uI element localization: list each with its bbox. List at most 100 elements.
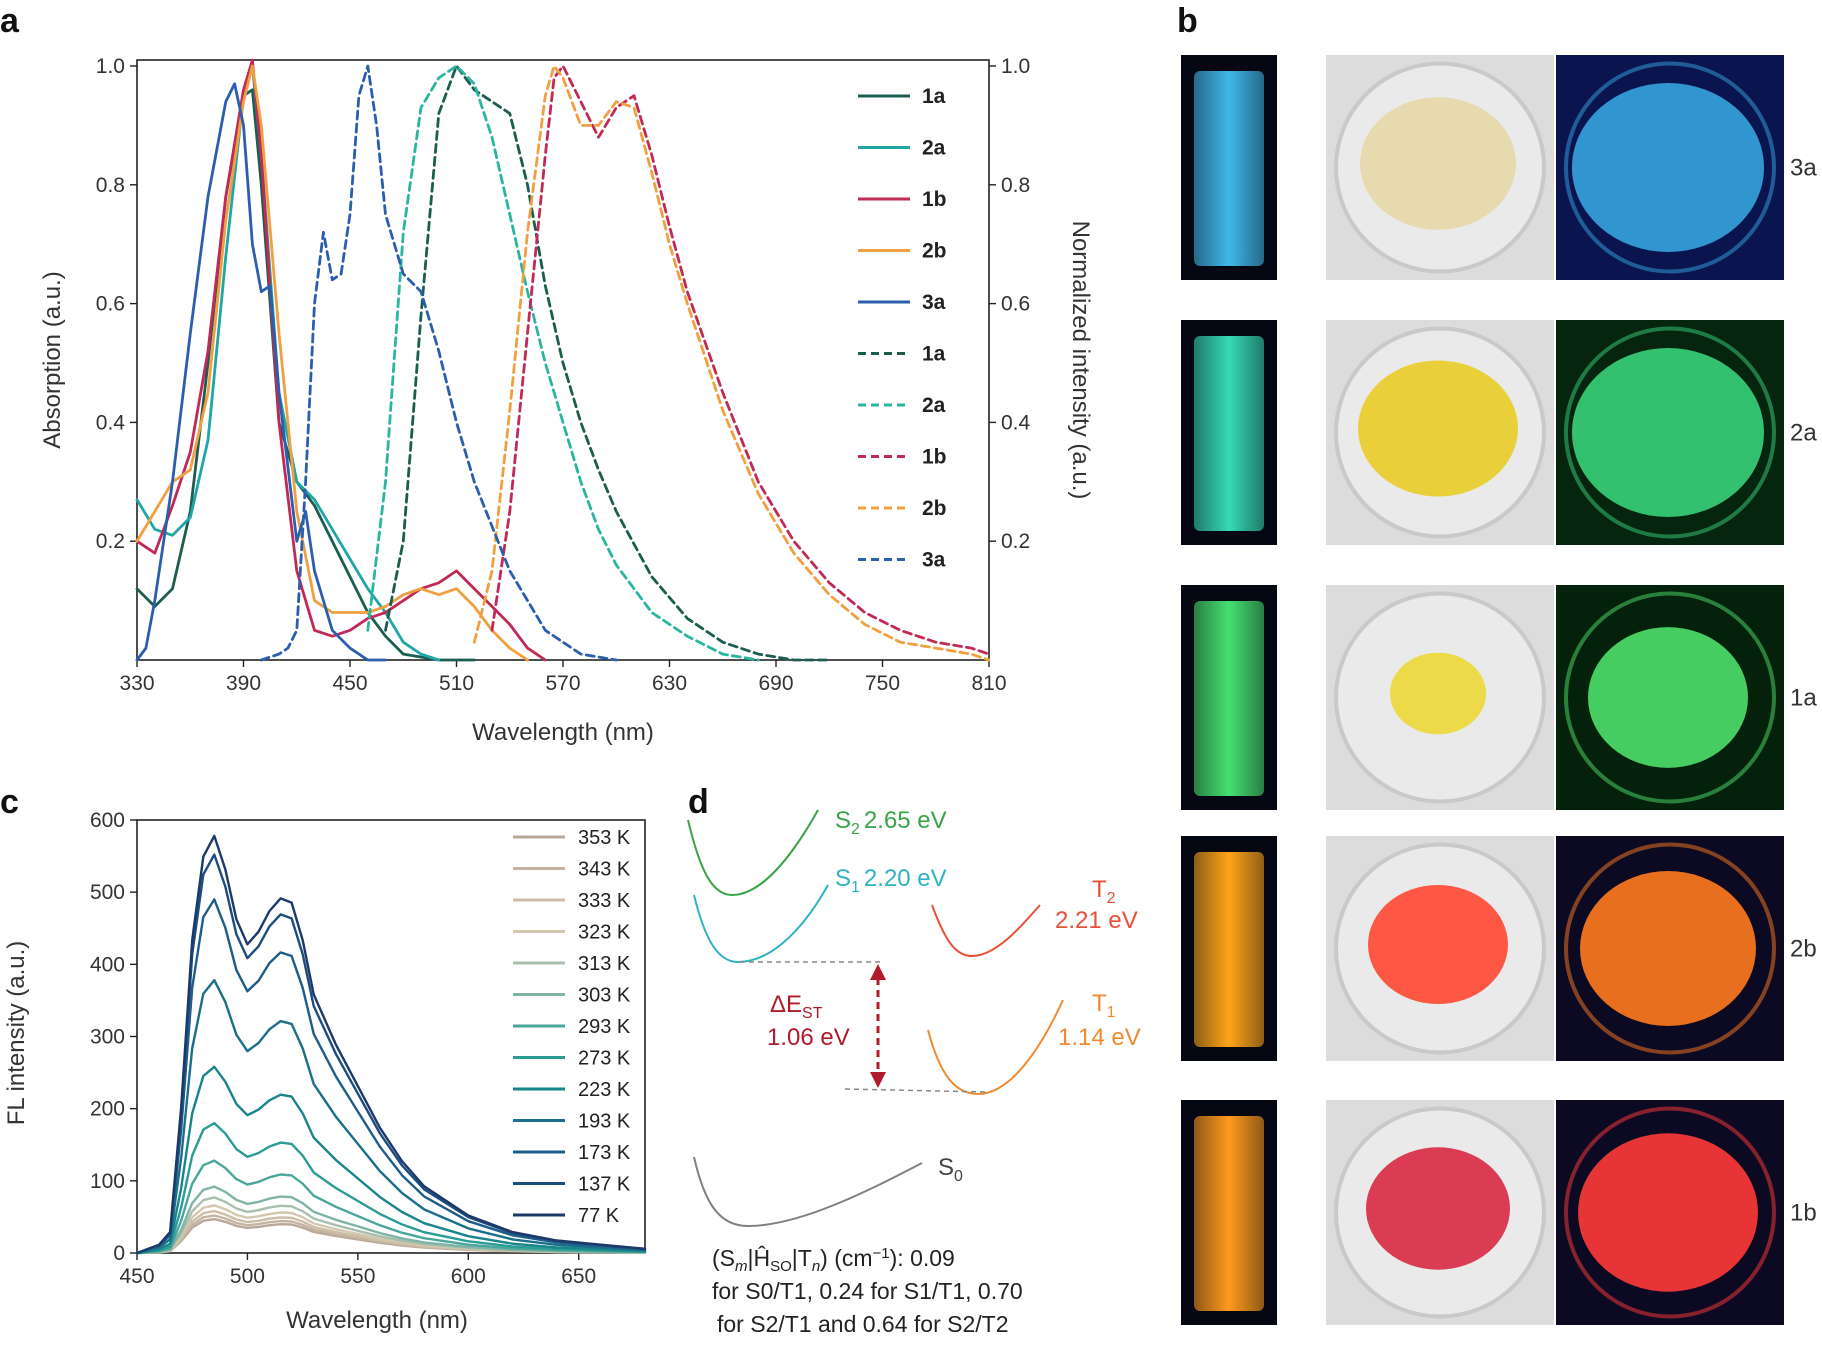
c-legend-label: 77 K bbox=[578, 1205, 620, 1227]
dest-arrow-head-down bbox=[870, 1072, 886, 1088]
vial-2b bbox=[1194, 852, 1264, 1047]
t1-label: T1 bbox=[1092, 990, 1116, 1021]
a-legend-label: 2a bbox=[922, 394, 946, 417]
c-series-223K bbox=[135, 1065, 647, 1255]
s1-label: S1 2.20 eV bbox=[835, 865, 947, 896]
powder-2a bbox=[1358, 360, 1518, 497]
glow-2b bbox=[1580, 871, 1756, 1026]
a-x-tick-label: 630 bbox=[652, 672, 687, 695]
panel-a-chart: 330 390 450 510 570 630 690 750 810 0.2 0.4 0.6 0.8… bbox=[39, 55, 1094, 746]
c-legend-label: 193 K bbox=[578, 1111, 631, 1133]
a-y-tick-label: 0.4 bbox=[96, 411, 126, 434]
c-legend-label: 323 K bbox=[578, 922, 631, 944]
a-x-tick-label: 570 bbox=[545, 672, 580, 695]
powder-1b bbox=[1366, 1147, 1510, 1270]
glow-3a bbox=[1572, 83, 1764, 252]
glow-1a bbox=[1588, 627, 1748, 768]
c-legend-label: 173 K bbox=[578, 1142, 631, 1164]
a-y-tick-label-right: 0.4 bbox=[1001, 411, 1031, 434]
a-legend-label: 2b bbox=[922, 240, 947, 263]
c-legend-label: 223 K bbox=[578, 1079, 631, 1101]
c-x-tick-label: 500 bbox=[230, 1265, 265, 1288]
a-y-tick-label: 0.8 bbox=[96, 174, 125, 197]
c-x-tick-label: 450 bbox=[119, 1265, 154, 1288]
petri-dish-uv bbox=[1564, 326, 1776, 539]
a-y-tick-label-right: 1.0 bbox=[1001, 55, 1030, 78]
vial-1a bbox=[1194, 601, 1264, 796]
s2-label: S2 2.65 eV bbox=[835, 807, 947, 838]
panel-c-y-axis: 0 100 200 300 400 500 600 bbox=[90, 809, 137, 1265]
s0-well-curve bbox=[693, 1156, 923, 1228]
a-legend-label: 1b bbox=[922, 188, 947, 211]
t1-well-fill bbox=[940, 1060, 1020, 1094]
vial-2a bbox=[1194, 336, 1264, 531]
s1-well-curve bbox=[693, 884, 829, 964]
c-x-tick-label: 650 bbox=[561, 1265, 596, 1288]
dest-label: ΔEST bbox=[770, 991, 823, 1022]
a-x-tick-label: 810 bbox=[971, 672, 1006, 695]
panel-a-frame bbox=[136, 59, 990, 661]
a-series-1a-dashed bbox=[384, 64, 831, 662]
petri-dish-uv bbox=[1564, 591, 1776, 804]
c-series-293K bbox=[135, 1159, 647, 1255]
panel-a-x-label: Wavelength (nm) bbox=[472, 719, 654, 746]
a-legend-label: 2b bbox=[922, 497, 947, 520]
vial-3a bbox=[1194, 71, 1264, 266]
a-x-tick-label: 330 bbox=[119, 672, 154, 695]
a-y-tick-label: 0.2 bbox=[96, 530, 125, 553]
powder-1a bbox=[1390, 652, 1486, 735]
photo-row-label: 1b bbox=[1790, 1200, 1817, 1227]
c-legend-label: 343 K bbox=[578, 859, 631, 881]
c-legend-label: 303 K bbox=[578, 985, 631, 1007]
petri-dish-uv bbox=[1564, 61, 1776, 274]
a-x-tick-label: 390 bbox=[226, 672, 261, 695]
c-legend-label: 137 K bbox=[578, 1174, 631, 1196]
soc-note-line-3: for S2/T1 and 0.64 for S2/T2 bbox=[717, 1311, 1009, 1337]
t2-label: T2 bbox=[1092, 876, 1116, 907]
t2-well-curve bbox=[931, 904, 1041, 958]
c-x-tick-label: 550 bbox=[340, 1265, 375, 1288]
a-y-tick-label-right: 0.8 bbox=[1001, 174, 1030, 197]
c-legend-label: 333 K bbox=[578, 890, 631, 912]
panel-b-photos: 3a 2a 1a 2b 1b bbox=[1181, 55, 1817, 1325]
c-series-193K bbox=[135, 979, 647, 1255]
panel-a-series bbox=[135, 58, 991, 662]
c-series-173K bbox=[135, 898, 647, 1255]
vial-1b bbox=[1194, 1116, 1264, 1311]
s2-well-outline-hidden bbox=[688, 810, 818, 895]
a-legend-label: 2a bbox=[922, 137, 946, 160]
soc-note-line-2: for S0/T1, 0.24 for S1/T1, 0.70 bbox=[712, 1278, 1023, 1304]
s0-label: S0 bbox=[938, 1154, 963, 1185]
c-series-137K bbox=[135, 853, 647, 1255]
panel-a-y-label-right: Normalized intensity (a.u.) bbox=[1067, 221, 1094, 500]
a-series-2b-dashed bbox=[472, 64, 991, 662]
c-y-tick-label: 300 bbox=[90, 1026, 125, 1049]
c-series-77K bbox=[135, 834, 647, 1255]
photo-row-label: 3a bbox=[1790, 155, 1817, 182]
panel-a-y-axis-right: 0.2 0.4 0.6 0.8 1.0 bbox=[989, 55, 1031, 553]
panel-c-legend: 353 K 343 K 333 K 323 K 313 K 303 K 293 K 273 K… bbox=[513, 827, 631, 1227]
a-x-tick-label: 450 bbox=[332, 672, 367, 695]
a-x-tick-label: 690 bbox=[758, 672, 793, 695]
a-y-tick-label: 1.0 bbox=[96, 55, 125, 78]
c-series-273K bbox=[135, 1121, 647, 1255]
soc-note-line-1: (Sm|ĤSO|Tn) (cm−1): 0.09 bbox=[712, 1245, 955, 1275]
c-legend-label: 293 K bbox=[578, 1016, 631, 1038]
c-legend-label: 353 K bbox=[578, 827, 631, 849]
a-series-2a-dashed bbox=[366, 64, 760, 662]
t2-energy: 2.21 eV bbox=[1055, 907, 1138, 934]
panel-a-y-label: Absorption (a.u.) bbox=[39, 271, 66, 448]
c-legend-label: 313 K bbox=[578, 953, 631, 975]
panel-b-letter: b bbox=[1177, 2, 1198, 40]
a-legend-label: 1a bbox=[922, 85, 946, 108]
panel-a-legend: 1a 2a 1b 2b 3a 1a 2a 1b 2b 3a bbox=[858, 85, 947, 572]
panel-a-y-axis-left: 0.2 0.4 0.6 0.8 1.0 bbox=[96, 55, 137, 553]
t1-well-curve bbox=[927, 999, 1064, 1096]
a-series-3a-dashed bbox=[259, 64, 618, 662]
a-y-tick-label-right: 0.6 bbox=[1001, 293, 1030, 316]
photo-row-label: 2b bbox=[1790, 936, 1817, 963]
dest-value: 1.06 eV bbox=[767, 1024, 850, 1051]
glow-1b bbox=[1578, 1133, 1758, 1292]
a-legend-label: 1a bbox=[922, 343, 946, 366]
